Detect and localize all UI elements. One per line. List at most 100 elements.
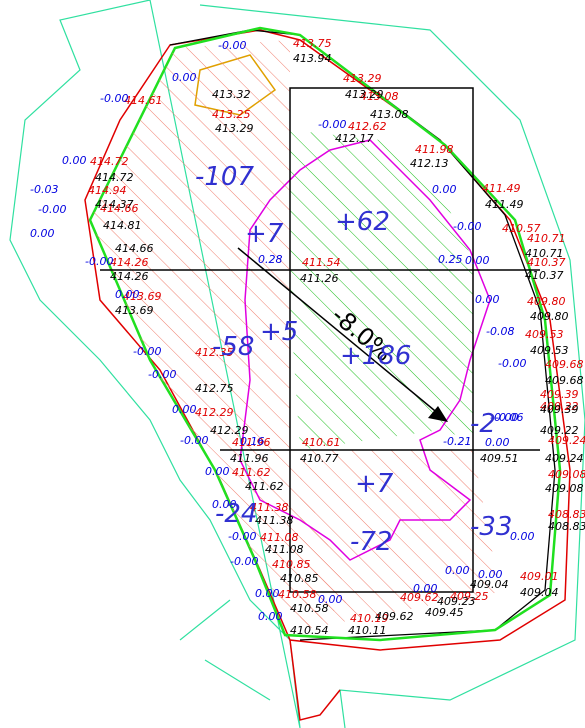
existing-elevation: 411.26 [300,272,339,285]
volume-label: -24 [215,499,257,529]
fill-region-hatch [290,130,473,450]
volume-label: -58 [212,332,254,362]
volume-label: +5 [260,317,298,347]
existing-elevation: 409.62 [375,610,414,623]
existing-elevation: 408.83 [548,520,585,533]
existing-elevation: 409.45 [425,606,464,619]
existing-elevation: 411.08 [265,543,304,556]
existing-elevation: 414.72 [95,171,134,184]
existing-elevation: 410.85 [280,572,319,585]
design-elevation: 409.68 [545,358,584,371]
design-elevation: 411.62 [232,466,271,479]
height-difference: -0.08 [486,325,514,338]
height-difference: 0.00 [475,293,500,306]
existing-elevation: 412.17 [335,132,374,145]
volume-label: +7 [245,219,284,249]
height-difference: 0.00 [318,593,343,606]
existing-elevation: 409.24 [545,452,584,465]
height-difference: -0.00 [133,345,161,358]
height-difference: -0.00 [453,220,481,233]
volume-label: +62 [335,207,390,237]
height-difference: -0.00 [85,255,113,268]
existing-elevation: 410.37 [525,269,564,282]
volume-label: +7 [355,469,394,499]
design-elevation: 410.61 [302,436,341,449]
design-elevation: 410.71 [527,232,566,245]
existing-elevation: 413.08 [370,108,409,121]
volume-label: -107 [195,162,254,192]
existing-elevation: 414.26 [110,270,149,283]
existing-elevation: 413.29 [215,122,254,135]
height-difference: 0.00 [255,587,280,600]
height-difference: 0.00 [172,403,197,416]
existing-elevation: 412.75 [195,382,234,395]
existing-elevation: 410.77 [300,452,339,465]
height-difference: -0.00 [218,39,246,52]
existing-elevation: 409.08 [545,482,584,495]
design-elevation: 412.29 [195,406,234,419]
height-difference: -0.06 [495,411,523,424]
height-difference: -0.03 [30,183,58,196]
height-difference: -0.00 [148,368,176,381]
height-difference: -0.21 [443,435,471,448]
height-difference: -0.00 [318,118,346,131]
height-difference: 0.00 [30,227,55,240]
volume-label: -72 [350,527,392,557]
volume-label: -33 [470,512,512,542]
design-elevation: 414.72 [90,155,129,168]
height-difference: 0.00 [115,288,140,301]
design-elevation: 409.53 [525,328,564,341]
volume-label: -2 [470,409,496,439]
height-difference: -0.00 [180,434,208,447]
design-elevation: 411.49 [482,182,521,195]
height-difference: 0.28 [258,253,283,266]
height-difference: 0.25 [438,253,463,266]
existing-elevation: 409.39 [540,403,579,416]
design-elevation: 414.61 [124,94,163,107]
design-elevation: 413.75 [293,37,332,50]
existing-elevation: 414.66 [115,242,154,255]
site-grading-drawing: -8.0% 413.75413.29413.08414.61413.25412.… [0,0,585,728]
existing-elevation: 413.94 [293,52,332,65]
existing-elevation: 409.04 [520,586,559,599]
height-difference: 0.00 [258,610,283,623]
height-difference: -0.00 [38,203,66,216]
existing-elevation: 411.38 [255,514,294,527]
design-elevation: 414.26 [110,256,149,269]
height-difference: -0.00 [498,357,526,370]
existing-elevation: 412.13 [410,157,449,170]
height-difference: 0.00 [172,71,197,84]
height-difference: 0.00 [205,465,230,478]
height-difference: 0.00 [465,254,490,267]
height-difference: 0.00 [510,530,535,543]
design-elevation: 409.80 [527,295,566,308]
height-difference: 0.00 [62,154,87,167]
existing-elevation: 409.80 [530,310,569,323]
design-elevation: 409.08 [548,468,585,481]
design-elevation: 413.29 [343,72,382,85]
existing-elevation: 414.81 [103,219,142,232]
design-elevation: 410.58 [278,588,317,601]
design-elevation: 413.25 [212,108,251,121]
design-elevation: 411.54 [302,256,341,269]
height-difference: 0.00 [413,582,438,595]
existing-elevation: 413.69 [115,304,154,317]
existing-elevation: 411.49 [485,198,524,211]
design-elevation: 410.85 [272,558,311,571]
height-difference: -0.00 [230,555,258,568]
design-elevation: 411.98 [415,143,454,156]
height-difference: 0.00 [445,564,470,577]
height-difference: 0.00 [478,568,503,581]
existing-elevation: 410.11 [348,624,387,637]
existing-elevation: 413.32 [212,88,251,101]
height-difference: 0.16 [240,435,265,448]
height-difference: -0.00 [100,92,128,105]
existing-elevation: 414.37 [95,198,134,211]
height-difference: -0.00 [228,530,256,543]
existing-elevation: 410.54 [290,624,329,637]
existing-elevation: 411.96 [230,452,269,465]
existing-elevation: 409.51 [480,452,519,465]
existing-elevation: 409.22 [540,424,579,437]
design-elevation: 414.94 [88,184,127,197]
existing-elevation: 409.53 [530,344,569,357]
